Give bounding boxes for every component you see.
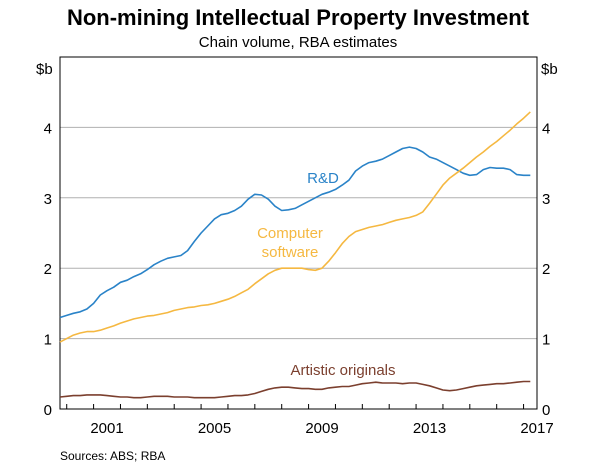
x-tick-label: 2017 [520,420,553,437]
series-label-1: software [262,244,319,261]
plot-frame [59,56,538,410]
y-axis-ticks: 0 0 1 1 2 2 3 3 4 4 [44,120,551,419]
gridlines [60,126,537,340]
y-tick-label-right: 4 [542,120,550,137]
y-tick-label-left: 0 [44,402,52,419]
y-unit-right: $b [541,61,558,78]
x-tick-label: 2005 [198,420,231,437]
series-labels: R&D Computer software Artistic originals [257,170,395,379]
chart-subtitle: Chain volume, RBA estimates [199,34,397,51]
series-label-1: Computer [257,225,323,242]
y-tick-label-right: 0 [542,402,550,419]
series-label-2: Artistic originals [290,362,395,379]
x-tick-label: 2013 [413,420,446,437]
source-note: Sources: ABS; RBA [60,449,165,463]
y-unit-left: $b [36,61,53,78]
series-line-0 [59,146,531,319]
series-line-2 [59,380,531,399]
y-tick-label-right: 3 [542,191,550,208]
y-tick-label-right: 2 [542,261,550,278]
y-tick-label-right: 1 [542,332,550,349]
x-tick-label: 2009 [305,420,338,437]
y-tick-label-left: 1 [44,332,52,349]
x-tick-label: 2001 [90,420,123,437]
y-tick-label-left: 3 [44,191,52,208]
chart-title: Non-mining Intellectual Property Investm… [67,5,530,30]
series-lines [59,111,531,399]
y-tick-label-left: 2 [44,261,52,278]
series-line-1 [59,111,531,343]
series-label-0: R&D [307,170,339,187]
y-tick-label-left: 4 [44,120,52,137]
x-axis-ticks: 2001 2005 2009 2013 2017 [66,404,554,437]
